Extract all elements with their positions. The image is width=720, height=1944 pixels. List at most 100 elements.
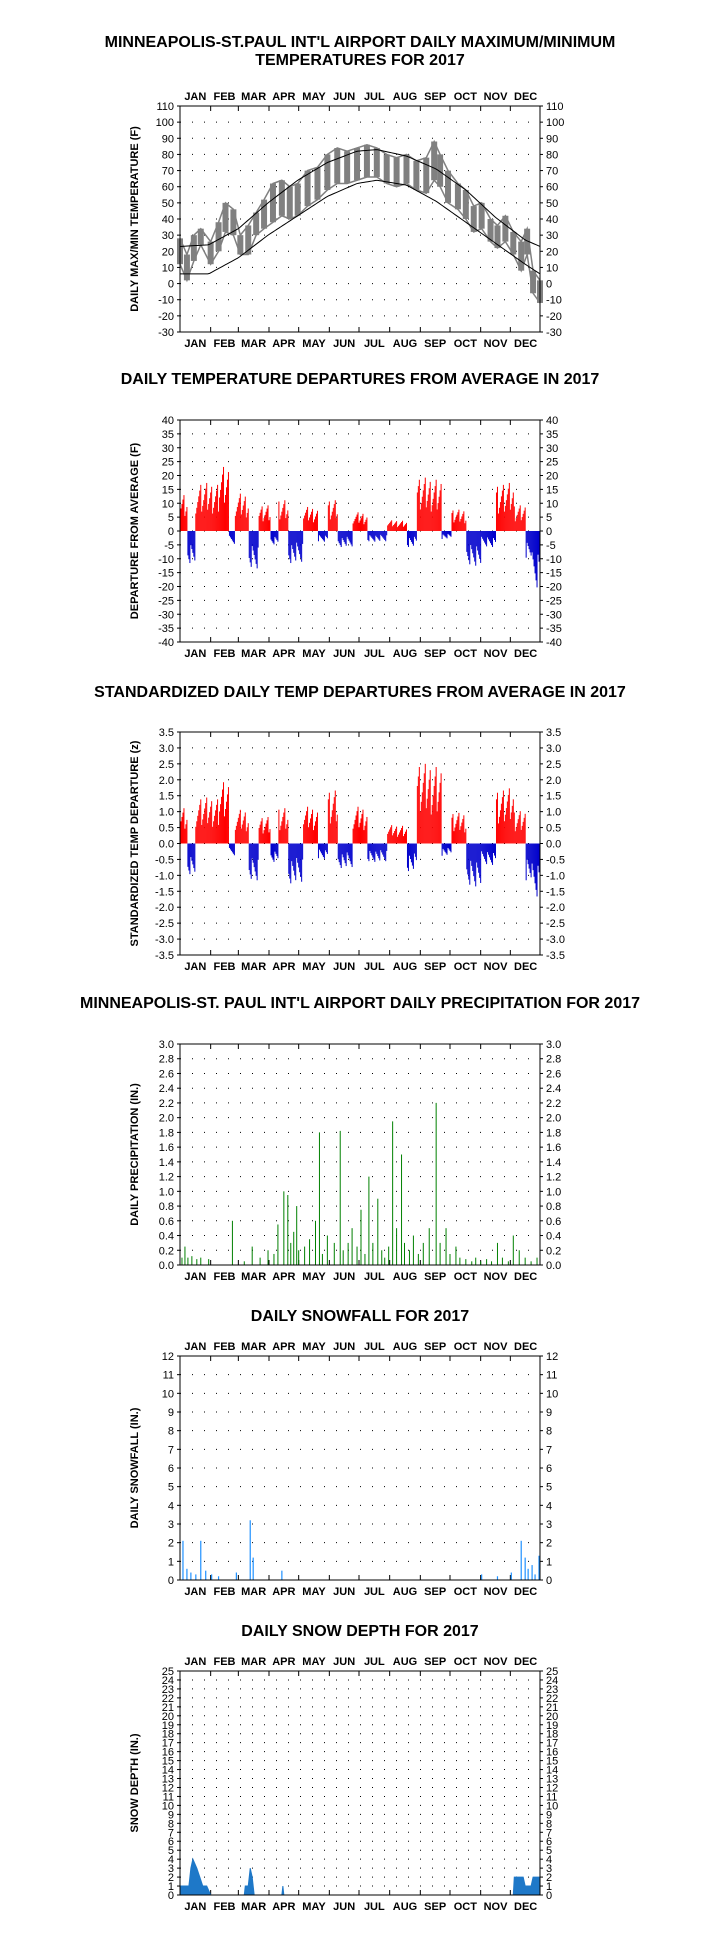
negative-departure-bar (326, 843, 328, 854)
positive-departure-bar (213, 507, 215, 531)
month-label: JUN (333, 648, 355, 660)
negative-departure-bar (288, 531, 290, 556)
positive-departure-bar (242, 820, 244, 844)
y-tick-label-left: -20 (158, 311, 174, 323)
y-tick-label-left: 0.5 (159, 823, 174, 835)
y-tick-label-right: 5 (546, 1845, 552, 1857)
positive-departure-bar (310, 818, 312, 844)
month-label: JUL (364, 338, 385, 350)
positive-departure-bar (241, 824, 243, 844)
month-label: JUN (333, 961, 355, 973)
positive-departure-bar (210, 806, 212, 844)
month-label: NOV (484, 961, 509, 973)
negative-departure-bar (485, 531, 487, 545)
negative-departure-bar (274, 843, 276, 852)
positive-departure-bar (362, 513, 364, 531)
y-tick-label-left: 2.0 (159, 1113, 174, 1125)
positive-departure-bar (436, 509, 438, 531)
negative-departure-bar (248, 843, 250, 871)
negative-departure-bar (475, 843, 477, 887)
negative-departure-bar (193, 531, 195, 557)
positive-departure-bar (315, 816, 317, 844)
negative-departure-bar (350, 843, 352, 865)
positive-departure-bar (260, 821, 262, 844)
positive-departure-bar (308, 520, 310, 531)
negative-departure-bar (531, 843, 533, 864)
positive-departure-bar (397, 527, 399, 531)
negative-departure-bar (407, 531, 409, 548)
negative-departure-bar (528, 843, 530, 869)
positive-departure-bar (362, 809, 364, 844)
positive-departure-bar (388, 524, 390, 531)
negative-departure-bar (476, 843, 478, 863)
month-label: JUL (364, 1586, 385, 1598)
positive-departure-bar (430, 814, 432, 844)
negative-departure-bar (296, 843, 298, 858)
negative-departure-bar (409, 531, 411, 541)
y-tick-label-right: 1.4 (546, 1157, 561, 1169)
negative-departure-bar (527, 843, 529, 865)
positive-departure-bar (247, 823, 249, 844)
positive-departure-bar (328, 792, 330, 844)
negative-departure-bar (189, 843, 191, 875)
positive-departure-bar (516, 823, 518, 844)
positive-departure-bar (306, 509, 308, 531)
month-label: APR (272, 1586, 295, 1598)
negative-departure-bar (468, 531, 470, 561)
temps-title-line-1: MINNEAPOLIS-ST.PAUL INT'L AIRPORT DAILY … (104, 34, 616, 51)
month-label: APR (272, 648, 295, 660)
y-tick-label-left: -15 (158, 568, 174, 580)
negative-departure-bar (449, 843, 451, 851)
positive-departure-bar (264, 514, 266, 531)
negative-departure-bar (466, 843, 468, 870)
positive-departure-bar (515, 827, 517, 844)
month-label-top: MAY (302, 91, 326, 103)
negative-departure-bar (371, 531, 373, 538)
negative-departure-bar (449, 531, 451, 536)
month-label-top: MAR (241, 1656, 266, 1668)
y-tick-label-left: 24 (162, 1675, 174, 1687)
y-tick-label-right: 7 (546, 1827, 552, 1839)
negative-departure-bar (273, 843, 275, 862)
negative-departure-bar (344, 843, 346, 864)
negative-departure-bar (494, 531, 496, 541)
y-tick-label-left: 16 (162, 1747, 174, 1759)
negative-departure-bar (490, 843, 492, 860)
positive-departure-bar (500, 803, 502, 844)
negative-departure-bar (415, 531, 417, 541)
month-label: MAR (241, 338, 266, 350)
positive-departure-bar (454, 827, 456, 844)
month-label: JUL (364, 1901, 385, 1913)
positive-departure-bar (519, 505, 521, 531)
negative-departure-bar (410, 843, 412, 863)
negative-departure-bar (319, 531, 321, 537)
positive-departure-bar (330, 816, 332, 844)
y-tick-label-right: -0.5 (546, 854, 565, 866)
negative-departure-bar (412, 531, 414, 546)
negative-departure-bar (446, 531, 448, 539)
negative-departure-bar (275, 531, 277, 539)
negative-departure-bar (445, 531, 447, 538)
positive-departure-bar (520, 520, 522, 531)
negative-departure-bar (343, 843, 345, 861)
positive-departure-bar (502, 484, 504, 531)
month-label: AUG (393, 648, 417, 660)
positive-departure-bar (333, 504, 335, 531)
month-label-top: FEB (214, 1341, 236, 1353)
positive-departure-bar (281, 511, 283, 531)
y-tick-label-left: 10 (162, 1800, 174, 1812)
negative-departure-bar (471, 843, 473, 866)
month-label-top: JUL (364, 1656, 385, 1668)
negative-departure-bar (347, 843, 349, 856)
positive-departure-bar (421, 792, 423, 844)
positive-departure-bar (459, 521, 461, 531)
positive-departure-bar (307, 506, 309, 531)
positive-departure-bar (239, 493, 241, 531)
positive-departure-bar (196, 821, 198, 844)
positive-departure-bar (280, 515, 282, 531)
positive-departure-bar (404, 833, 406, 844)
positive-departure-bar (224, 816, 226, 844)
negative-departure-bar (489, 843, 491, 858)
y-tick-label-right: 22 (546, 1693, 558, 1705)
